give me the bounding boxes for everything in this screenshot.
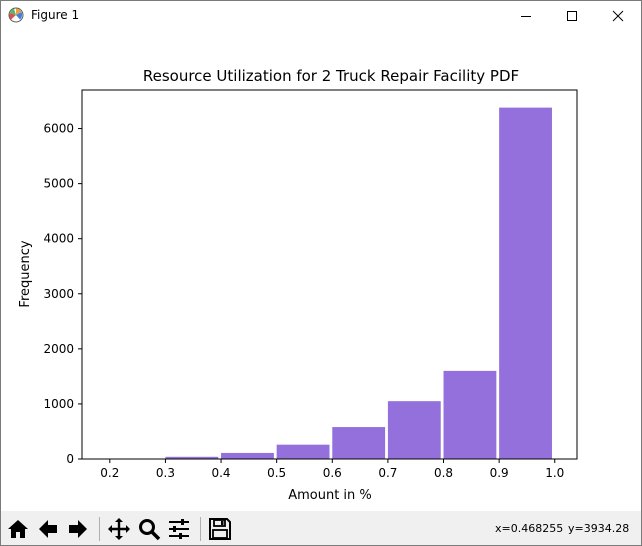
minimize-button[interactable] (503, 1, 549, 31)
navigation-toolbar: x=0.468255 y=3934.28 (1, 511, 641, 545)
floppy-disk-icon (209, 518, 231, 540)
close-button[interactable] (595, 1, 641, 31)
zoom-button[interactable] (136, 516, 162, 542)
arrow-left-icon (39, 520, 57, 538)
x-tick-label: 0.7 (378, 466, 397, 480)
y-tick-label: 3000 (43, 287, 74, 301)
histogram-bar-1 (165, 456, 219, 459)
histogram-bar-2 (221, 452, 274, 459)
toolbar-separator (200, 517, 201, 541)
y-axis-label: Frequency (18, 240, 33, 307)
x-tick-label: 0.2 (100, 466, 119, 480)
x-tick-label: 0.9 (490, 466, 509, 480)
configure-subplots-button[interactable] (166, 516, 192, 542)
histogram-bar-7 (499, 107, 552, 460)
arrow-right-icon (69, 520, 87, 538)
histogram-bar-6 (443, 370, 497, 459)
maximize-button[interactable] (549, 1, 595, 31)
x-tick-label: 0.4 (211, 466, 230, 480)
home-button[interactable] (5, 516, 31, 542)
y-tick-label: 1000 (43, 397, 74, 411)
maximize-icon (567, 11, 577, 21)
sliders-icon (169, 519, 189, 539)
histogram-bar-5 (387, 401, 441, 459)
figure-canvas[interactable]: Resource Utilization for 2 Truck Repair … (1, 31, 641, 511)
y-tick-label: 6000 (43, 122, 74, 136)
x-tick-label: 0.5 (267, 466, 286, 480)
y-tick-label: 2000 (43, 342, 74, 356)
plot-frame (81, 89, 578, 460)
move-icon (108, 518, 130, 540)
histogram-chart: Resource Utilization for 2 Truck Repair … (18, 67, 578, 503)
cursor-x-readout: x=0.468255 (495, 522, 564, 535)
y-tick-label: 4000 (43, 232, 74, 246)
matplotlib-icon (8, 7, 24, 23)
title-bar[interactable]: Figure 1 (1, 1, 641, 31)
x-tick-label: 0.3 (156, 466, 175, 480)
y-tick-label: 0 (66, 452, 74, 466)
back-button[interactable] (35, 516, 61, 542)
histogram-bar-4 (332, 427, 386, 459)
x-axis-label: Amount in % (288, 488, 372, 503)
window-title: Figure 1 (31, 8, 80, 22)
x-tick-label: 0.8 (434, 466, 453, 480)
histogram-bar-3 (276, 444, 330, 459)
x-tick-label: 1.0 (545, 466, 564, 480)
pan-button[interactable] (106, 516, 132, 542)
save-button[interactable] (207, 516, 233, 542)
close-icon (612, 10, 624, 22)
magnifier-icon (139, 519, 161, 541)
home-icon (8, 520, 28, 538)
toolbar-separator (99, 517, 100, 541)
y-tick-label: 5000 (43, 177, 74, 191)
x-tick-label: 0.6 (323, 466, 342, 480)
forward-button[interactable] (65, 516, 91, 542)
chart-title: Resource Utilization for 2 Truck Repair … (143, 67, 519, 85)
cursor-y-readout: y=3934.28 (568, 522, 630, 535)
minimize-icon (521, 16, 531, 17)
